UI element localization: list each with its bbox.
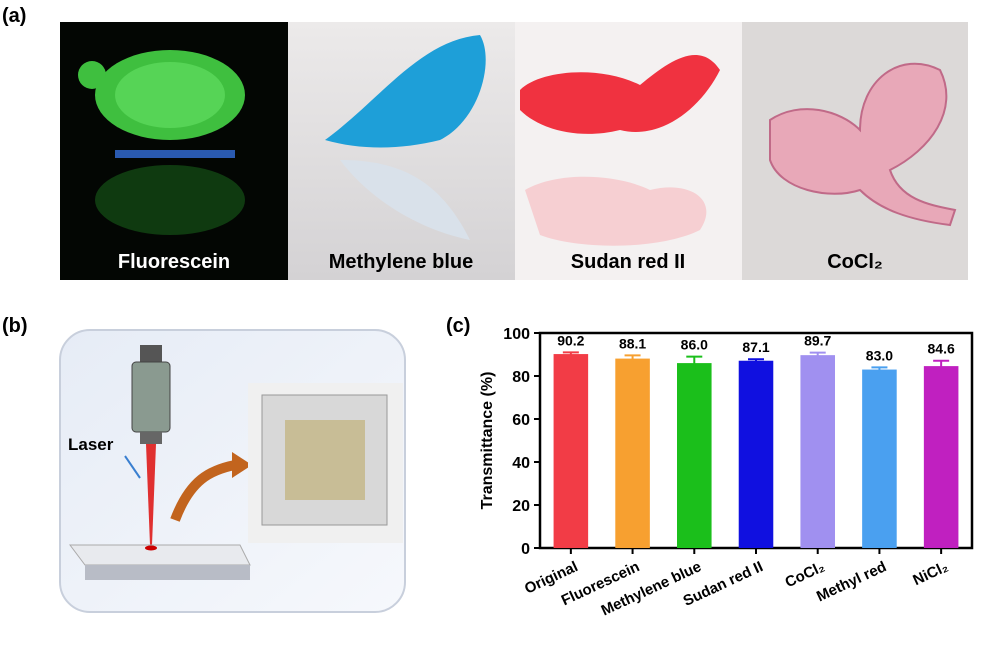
y-tick-label: 60 — [512, 412, 530, 429]
photo-label: Sudan red II — [571, 251, 685, 273]
value-label: 89.7 — [804, 333, 831, 349]
y-tick-label: 40 — [512, 455, 530, 472]
y-axis-title: Transmittance (%) — [479, 372, 496, 510]
value-label: 84.6 — [928, 341, 955, 357]
y-tick-label: 100 — [503, 326, 530, 343]
laser-diagram: Laser — [59, 329, 406, 613]
y-tick-label: 80 — [512, 369, 530, 386]
diagram-label: Laser — [68, 435, 114, 454]
photo-label: CoCl₂ — [827, 251, 883, 273]
bar — [862, 369, 897, 548]
x-tick-label: Methyl red — [814, 558, 889, 605]
bar — [738, 360, 774, 548]
value-label: 90.2 — [557, 332, 584, 348]
bar-chart: Transmittance (%)020406080100Original90.… — [479, 326, 974, 619]
panel-label: (a) — [2, 5, 26, 27]
bar — [923, 366, 959, 548]
value-label: 88.1 — [619, 335, 646, 351]
photo-label: Methylene blue — [329, 251, 473, 273]
y-tick-label: 0 — [521, 541, 530, 558]
panel-label: (b) — [2, 315, 28, 337]
photo-label: Fluorescein — [118, 251, 230, 273]
value-label: 83.0 — [866, 347, 893, 363]
photo-strip: Fluorescein Methylene blue Sudan red II … — [60, 22, 968, 280]
x-tick-label: NiCl₂ — [910, 558, 950, 589]
bar — [553, 354, 589, 548]
bar — [615, 358, 650, 548]
value-label: 87.1 — [742, 339, 769, 355]
bar — [677, 363, 712, 548]
y-tick-label: 20 — [512, 498, 530, 515]
value-label: 86.0 — [681, 337, 708, 353]
panel-label: (c) — [446, 315, 470, 337]
bar — [800, 355, 835, 548]
